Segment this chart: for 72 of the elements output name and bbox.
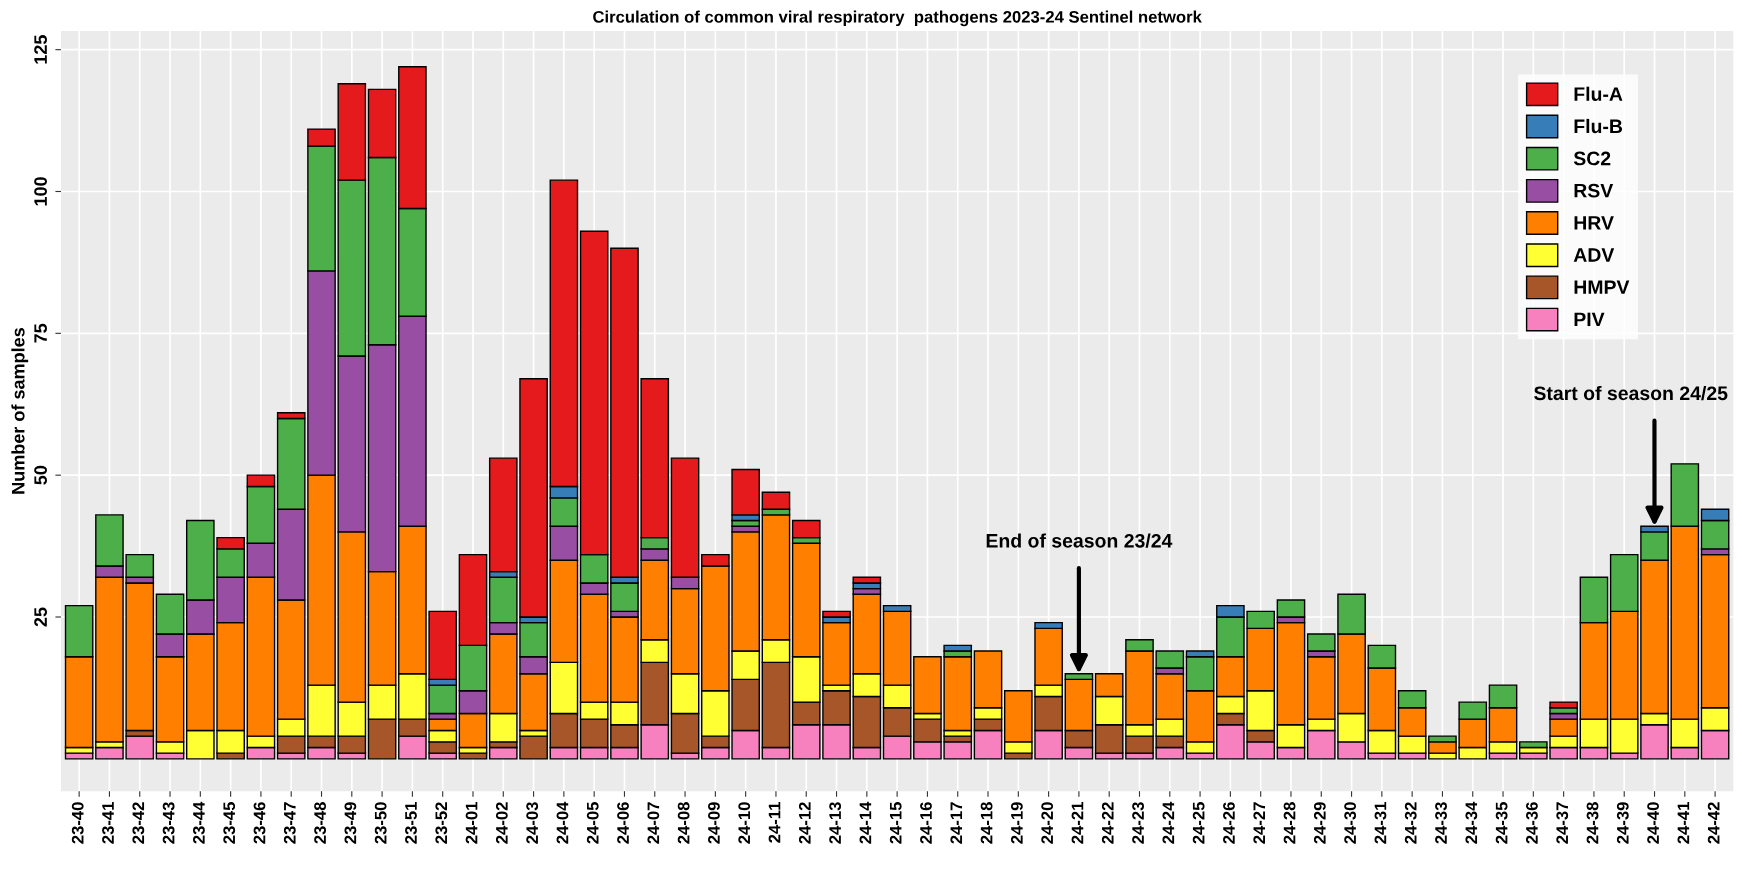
x-tick-label: 24-39	[1616, 802, 1629, 844]
legend-label: PIV	[1574, 312, 1605, 327]
y-tick-label: 75	[34, 323, 47, 343]
x-tick-label: 24-11	[768, 802, 781, 843]
x-tick-label: 24-18	[980, 802, 993, 844]
x-tick-label: 24-05	[586, 802, 599, 844]
x-tick-label: 23-51	[405, 802, 417, 844]
x-tick-label: 23-43	[162, 802, 175, 844]
x-tick-label: 23-50	[374, 802, 387, 844]
x-tick-label: 24-07	[647, 802, 660, 844]
x-tick-label: 24-35	[1495, 802, 1508, 844]
legend-label: ADV	[1573, 248, 1615, 262]
x-tick-label: 24-27	[1253, 802, 1265, 844]
x-tick-label: 24-06	[617, 802, 629, 844]
x-tick-label: 23-42	[132, 802, 145, 844]
x-tick-label: 24-15	[889, 802, 902, 844]
legend-label: HMPV	[1574, 280, 1630, 294]
x-tick-label: 23-47	[283, 802, 296, 844]
x-tick-label: 24-41	[1677, 802, 1690, 844]
x-tick-label: 24-26	[1223, 802, 1235, 844]
x-tick-label: 24-09	[708, 802, 720, 844]
y-tick-label: 125	[34, 35, 47, 64]
x-tick-label: 24-33	[1435, 802, 1447, 844]
x-tick-label: 24-19	[1010, 802, 1023, 844]
x-tick-label: 24-13	[829, 802, 842, 844]
legend-label: RSV	[1574, 183, 1614, 198]
annotation: Start of season 24/25	[1534, 385, 1728, 401]
x-tick-label: 24-40	[1647, 802, 1659, 844]
x-tick-label: 24-25	[1192, 802, 1205, 844]
y-tick-label: 25	[34, 607, 47, 627]
x-tick-label: 23-46	[253, 802, 266, 844]
x-tick-label: 24-22	[1101, 802, 1114, 844]
x-tick-label: 23-45	[223, 802, 236, 844]
x-tick-label: 24-38	[1586, 802, 1599, 844]
annotation: End of season 23/24	[986, 533, 1173, 548]
x-tick-label: 24-36	[1526, 802, 1538, 844]
x-tick-label: 24-42	[1707, 802, 1720, 844]
x-tick-label: 24-30	[1344, 802, 1357, 844]
x-tick-label: 23-40	[71, 802, 84, 844]
x-tick-label: 24-34	[1465, 801, 1478, 844]
x-tick-label: 24-32	[1404, 802, 1417, 844]
x-tick-label: 24-31	[1374, 802, 1387, 844]
x-tick-label: 23-52	[435, 802, 448, 844]
x-tick-label: 23-44	[193, 801, 205, 844]
x-tick-label: 24-14	[859, 801, 872, 844]
x-tick-label: 24-23	[1132, 802, 1144, 844]
x-tick-label: 24-21	[1071, 802, 1084, 844]
x-tick-label: 24-17	[950, 802, 963, 844]
legend-label: Flu-B	[1574, 118, 1623, 134]
x-tick-label: 24-24	[1162, 801, 1175, 844]
legend-label: HRV	[1574, 216, 1614, 230]
legend-label: Flu-A	[1574, 86, 1623, 101]
x-tick-label: 24-37	[1556, 802, 1569, 844]
x-tick-label: 24-04	[556, 801, 569, 844]
x-tick-label: 24-01	[465, 802, 478, 844]
x-tick-label: 23-41	[102, 802, 114, 844]
legend-label: SC2	[1573, 151, 1611, 166]
x-tick-label: 24-16	[920, 802, 932, 844]
y-tick-label: 50	[34, 465, 47, 485]
y-tick-label: 100	[34, 177, 47, 206]
y-axis-title: Number of samples	[11, 328, 29, 494]
x-tick-label: 24-12	[798, 802, 811, 844]
x-tick-label: 24-10	[738, 802, 751, 844]
x-tick-label: 24-28	[1283, 802, 1296, 844]
chart-title: Circulation of common viral respiratory pathogens 2023-24 Sentinel network	[593, 10, 1202, 27]
x-tick-label: 23-48	[314, 802, 327, 844]
x-tick-label: 24-02	[495, 802, 508, 844]
x-tick-label: 23-49	[344, 802, 357, 844]
x-tick-label: 24-03	[526, 802, 539, 844]
x-tick-label: 24-08	[677, 802, 690, 844]
x-tick-label: 24-20	[1041, 802, 1054, 844]
x-tick-label: 24-29	[1313, 802, 1326, 844]
